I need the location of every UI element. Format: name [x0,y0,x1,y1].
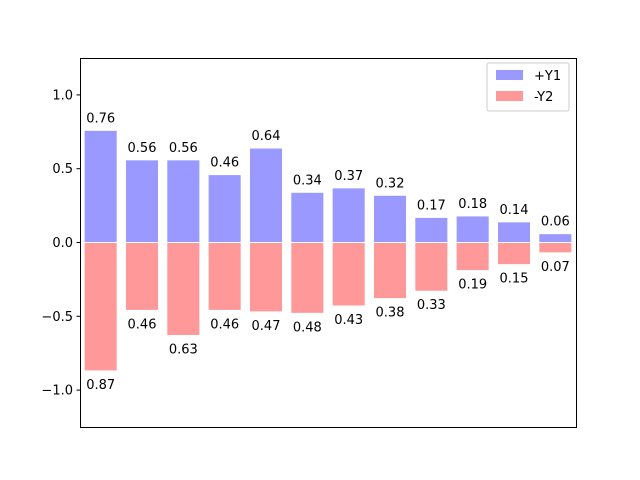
data-label-y2: 0.15 [500,272,529,287]
data-label-y1: 0.46 [210,156,239,171]
data-label-y2: 0.46 [128,317,157,332]
y-axis: −1.0 −0.5 0.0 0.5 1.0 [41,88,80,399]
data-label-y1: 0.37 [334,169,363,184]
y-tick-label: 1.0 [52,88,73,103]
data-label-y2: 0.48 [293,320,322,335]
data-label-y2: 0.07 [541,260,570,275]
legend: +Y1 -Y2 [486,62,570,112]
data-label-y2: 0.33 [417,298,446,313]
data-labels: 0.76 0.56 0.56 0.46 0.64 0.34 0.37 0.32 0.17 0.18… [86,111,570,393]
bar-y1 [207,174,242,243]
bar-y1 [166,159,201,243]
data-label-y2: 0.63 [169,342,198,357]
bar-y2 [414,242,449,292]
data-label-y1: 0.56 [169,141,198,156]
axes-frame [80,58,577,428]
bar-y1 [496,221,532,243]
bar-y2 [248,242,284,313]
bar-y2 [538,242,573,254]
data-label-y1: 0.56 [128,141,157,156]
data-label-y2: 0.38 [376,306,405,321]
y-tick-label: 0.0 [52,236,73,251]
legend-swatch-y1 [496,70,523,80]
data-label-y1: 0.18 [458,197,487,212]
y-tick-label: −1.0 [41,384,73,399]
data-label-y2: 0.43 [334,313,363,328]
bar-y2 [290,242,325,314]
data-label-y2: 0.19 [458,278,487,293]
y-tick-label: −0.5 [41,310,73,325]
bar-y2 [166,242,201,336]
bar-y1 [248,147,284,243]
bar-y1 [538,233,573,243]
bar-y2 [207,242,242,311]
bar-y1 [455,215,490,244]
bar-y1 [414,216,449,244]
data-label-y2: 0.87 [86,378,115,393]
bar-y2 [496,242,532,266]
bar-y1 [331,187,366,243]
bar-y2 [372,242,408,300]
bar-y2 [455,242,490,272]
legend-label-y1: +Y1 [534,69,561,84]
bars [83,129,573,372]
y-tick-label: 0.5 [52,162,73,177]
data-label-y1: 0.76 [86,111,115,126]
bar-y2 [331,242,366,307]
data-label-y1: 0.14 [500,203,529,218]
bar-y1 [372,194,408,244]
legend-swatch-y2 [496,91,523,101]
legend-label-y2: -Y2 [534,90,553,105]
data-label-y1: 0.64 [252,129,281,144]
bar-y1 [83,129,118,244]
bar-y2 [124,242,160,311]
data-label-y1: 0.17 [417,198,446,213]
data-label-y1: 0.06 [541,215,570,230]
data-label-y2: 0.46 [210,317,239,332]
data-label-y2: 0.47 [252,319,281,334]
data-label-y1: 0.34 [293,173,322,188]
bar-y2 [83,242,118,372]
bar-y1 [290,191,325,243]
data-label-y1: 0.32 [376,176,405,191]
bar-y1 [124,159,160,243]
